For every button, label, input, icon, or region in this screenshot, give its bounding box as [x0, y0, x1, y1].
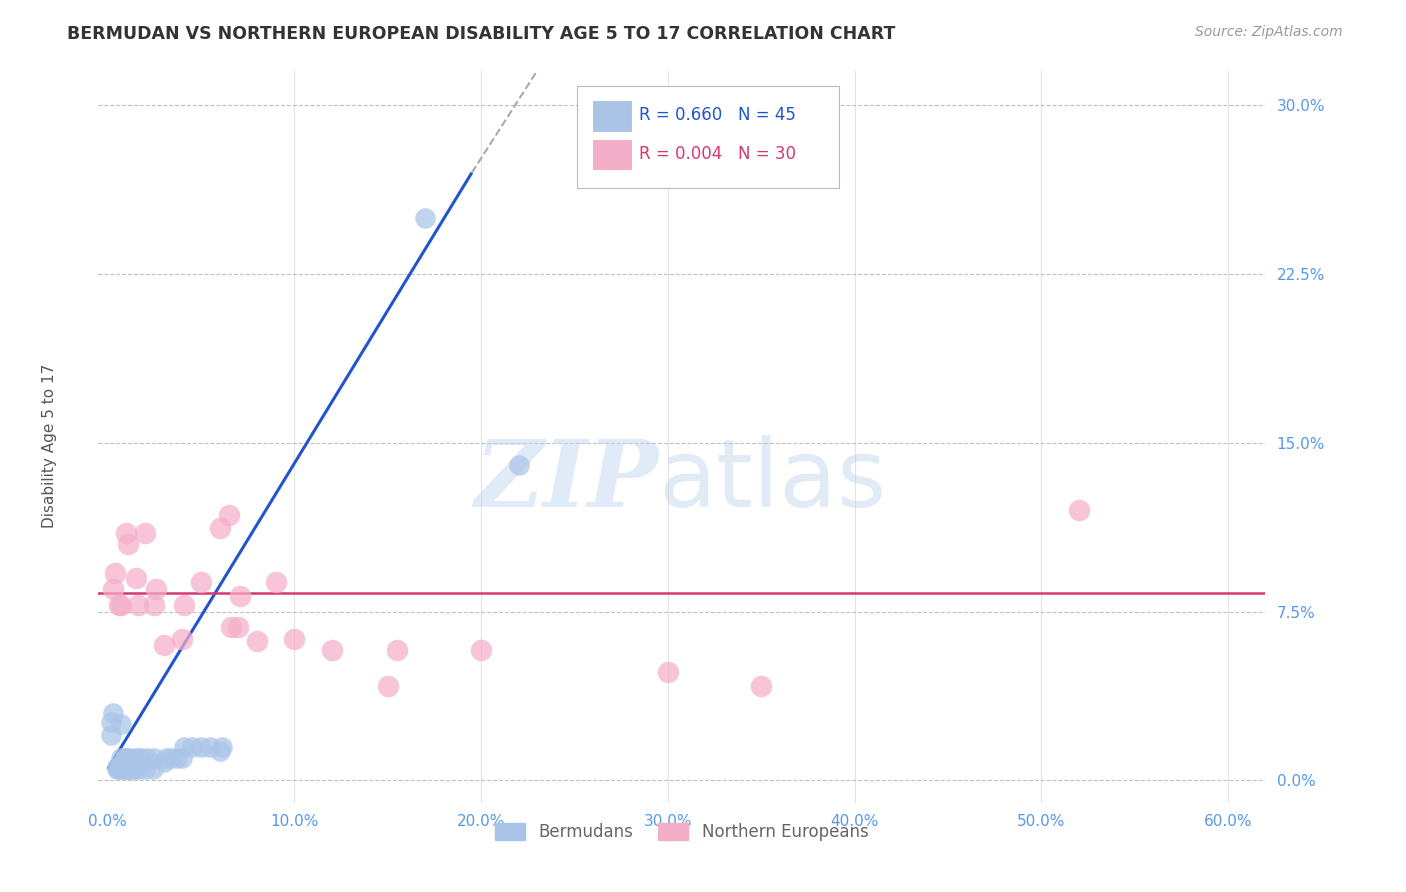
- Point: [110, 757, 132, 772]
- Point: [121, 762, 143, 776]
- Point: [211, 739, 233, 754]
- Point: [122, 762, 145, 776]
- Point: [100, 728, 122, 742]
- Point: [152, 756, 174, 770]
- Point: [190, 575, 212, 590]
- Point: [131, 751, 153, 765]
- Point: [172, 751, 194, 765]
- Point: [105, 762, 128, 776]
- Point: [105, 760, 128, 774]
- Text: atlas: atlas: [658, 435, 887, 527]
- Point: [321, 642, 343, 657]
- Point: [143, 598, 166, 612]
- Point: [136, 751, 159, 765]
- Text: Source: ZipAtlas.com: Source: ZipAtlas.com: [1195, 25, 1343, 39]
- Point: [121, 760, 143, 774]
- Point: [180, 739, 202, 754]
- Point: [125, 571, 148, 585]
- Point: [749, 679, 772, 693]
- Point: [115, 762, 138, 776]
- Point: [110, 717, 132, 731]
- Point: [155, 751, 177, 765]
- Point: [114, 760, 136, 774]
- Point: [114, 762, 136, 776]
- Point: [115, 525, 138, 540]
- Text: BERMUDAN VS NORTHERN EUROPEAN DISABILITY AGE 5 TO 17 CORRELATION CHART: BERMUDAN VS NORTHERN EUROPEAN DISABILITY…: [67, 25, 896, 43]
- Point: [110, 751, 132, 765]
- Point: [173, 598, 195, 612]
- Point: [657, 665, 679, 680]
- FancyBboxPatch shape: [593, 102, 630, 130]
- Point: [208, 744, 231, 758]
- Point: [108, 762, 131, 776]
- Point: [142, 762, 165, 776]
- Point: [117, 751, 139, 765]
- Point: [246, 633, 269, 648]
- Text: ZIP: ZIP: [474, 436, 658, 526]
- Point: [152, 638, 174, 652]
- Point: [413, 211, 436, 225]
- Point: [115, 751, 138, 765]
- Point: [117, 762, 139, 776]
- Text: Disability Age 5 to 17: Disability Age 5 to 17: [42, 364, 56, 528]
- Point: [143, 751, 166, 765]
- Text: R = 0.004   N = 30: R = 0.004 N = 30: [638, 145, 796, 163]
- Point: [103, 706, 125, 720]
- Point: [104, 566, 127, 581]
- Point: [114, 756, 136, 770]
- Point: [218, 508, 240, 522]
- Point: [283, 632, 305, 646]
- Point: [114, 751, 136, 765]
- Point: [190, 739, 212, 754]
- Point: [108, 598, 131, 612]
- Point: [111, 760, 134, 774]
- Point: [219, 620, 242, 634]
- Point: [114, 762, 136, 776]
- Point: [160, 751, 183, 765]
- FancyBboxPatch shape: [576, 86, 839, 188]
- Point: [229, 589, 252, 603]
- Point: [173, 739, 195, 754]
- Point: [166, 751, 188, 765]
- Point: [508, 458, 530, 473]
- Point: [134, 762, 156, 776]
- Point: [127, 762, 149, 776]
- Point: [110, 598, 132, 612]
- Legend: Bermudans, Northern Europeans: Bermudans, Northern Europeans: [486, 814, 877, 849]
- FancyBboxPatch shape: [593, 140, 630, 169]
- Point: [228, 620, 250, 634]
- Point: [200, 739, 222, 754]
- Point: [127, 751, 149, 765]
- Point: [100, 714, 122, 729]
- Point: [103, 582, 125, 596]
- Point: [208, 521, 231, 535]
- Point: [145, 582, 167, 596]
- Text: R = 0.660   N = 45: R = 0.660 N = 45: [638, 106, 796, 124]
- Point: [470, 642, 492, 657]
- Point: [377, 679, 399, 693]
- Point: [1067, 503, 1090, 517]
- Point: [385, 642, 408, 657]
- Point: [111, 762, 134, 776]
- Point: [108, 760, 131, 774]
- Point: [127, 598, 149, 612]
- Point: [117, 537, 139, 551]
- Point: [122, 751, 145, 765]
- Point: [134, 525, 156, 540]
- Point: [172, 632, 194, 646]
- Point: [264, 575, 287, 590]
